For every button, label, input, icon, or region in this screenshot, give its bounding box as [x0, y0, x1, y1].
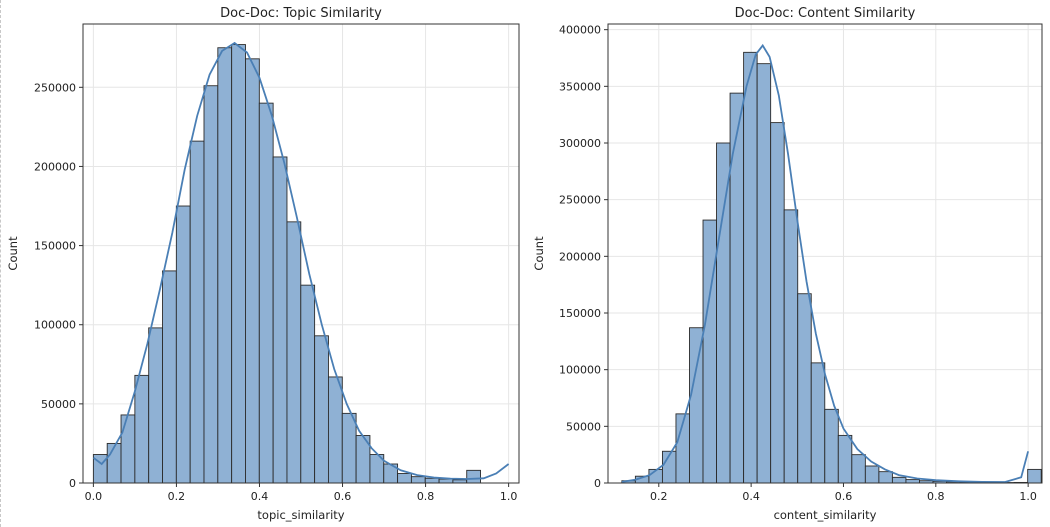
histogram-bar: [851, 454, 866, 484]
histogram-bar: [134, 374, 150, 484]
y-axis-label: Count: [532, 236, 546, 271]
x-tick-label: 0.8: [927, 490, 945, 503]
histogram-bar: [770, 122, 785, 484]
histogram-bar: [217, 47, 233, 484]
y-tick-label: 200000: [34, 160, 76, 173]
histogram-bar: [689, 327, 704, 484]
histogram-bar: [272, 156, 288, 484]
histogram-bar: [438, 478, 454, 484]
histogram-bar: [162, 270, 177, 484]
y-tick-label: 50000: [41, 398, 76, 411]
histogram-bar: [245, 58, 260, 484]
histogram-bar: [175, 205, 191, 484]
chart-title: Doc-Doc: Topic Similarity: [220, 6, 382, 21]
y-tick-label: 300000: [559, 137, 601, 150]
axes-frame: [607, 23, 1043, 484]
histogram-bar: [397, 473, 412, 484]
histogram-bar: [797, 293, 812, 484]
histogram-bar: [203, 85, 219, 484]
x-tick-label: 1.0: [1019, 490, 1037, 503]
chart-2: 0.2 0.4 0.6 0.8 1.0 0 50000 100000 150000 200000 2…: [532, 6, 1043, 522]
y-tick-label: 350000: [559, 80, 601, 93]
histogram-bar: [341, 412, 357, 484]
histogram-bar: [300, 284, 316, 484]
x-tick-label: 0.8: [417, 490, 435, 503]
frame-edge: [0, 0, 2, 527]
kde-line: [621, 43, 1029, 483]
chart-1: 0.0 0.2 0.4 0.6 0.8 1.0 0 50000 100000 150000 2000…: [6, 6, 520, 522]
histogram-bar: [120, 414, 136, 484]
x-tick-label: 0.6: [835, 490, 853, 503]
x-tick-label: 1.0: [500, 490, 518, 503]
y-tick-label: 200000: [559, 250, 601, 263]
histogram-bar: [756, 63, 772, 484]
histogram-bar: [702, 219, 717, 484]
y-tick-label: 0: [69, 477, 76, 490]
x-axis-label: topic_similarity: [257, 508, 344, 522]
y-tick-label: 150000: [34, 240, 76, 253]
y-tick-label: 250000: [559, 194, 601, 207]
x-tick-label: 0.0: [85, 490, 103, 503]
histogram-bar: [810, 362, 826, 484]
y-tick-label: 100000: [559, 364, 601, 377]
histogram-bar: [286, 221, 302, 484]
histogram-bar: [783, 209, 799, 484]
histogram-bar: [258, 102, 274, 484]
histogram-bar: [1027, 468, 1042, 484]
y-tick-label: 400000: [559, 24, 601, 37]
histogram-bar: [314, 335, 329, 484]
histogram-bar: [891, 476, 907, 484]
histogram-bar: [716, 142, 731, 484]
y-tick-label: 100000: [34, 319, 76, 332]
histogram-bar: [864, 465, 880, 484]
x-tick-label: 0.6: [334, 490, 352, 503]
y-axis-label: Count: [6, 236, 20, 271]
y-tick-label: 50000: [566, 420, 601, 433]
chart-title: Doc-Doc: Content Similarity: [735, 6, 916, 21]
histogram-bar: [148, 327, 163, 484]
x-tick-label: 0.2: [650, 490, 668, 503]
histogram-bar: [878, 471, 893, 484]
histogram-bar: [424, 477, 440, 484]
histogram-bar: [327, 376, 343, 484]
axes-frame: [82, 23, 520, 484]
y-tick-label: 250000: [34, 81, 76, 94]
x-tick-label: 0.2: [168, 490, 186, 503]
histogram-bar: [729, 92, 745, 484]
histogram-bar: [905, 479, 920, 484]
histogram-bar: [824, 408, 839, 484]
histogram-bar: [466, 469, 481, 484]
x-tick-label: 0.4: [251, 490, 269, 503]
histogram-bar: [106, 442, 122, 484]
histogram-bar: [743, 51, 758, 484]
kde-line: [92, 41, 510, 480]
y-tick-label: 0: [594, 477, 601, 490]
x-tick-label: 0.4: [742, 490, 760, 503]
histogram-bar: [189, 140, 205, 484]
x-axis-label: content_similarity: [774, 508, 877, 522]
histogram-bar: [837, 434, 853, 484]
histogram-bar: [231, 44, 246, 484]
y-tick-label: 150000: [559, 307, 601, 320]
histogram-bar: [410, 476, 426, 484]
